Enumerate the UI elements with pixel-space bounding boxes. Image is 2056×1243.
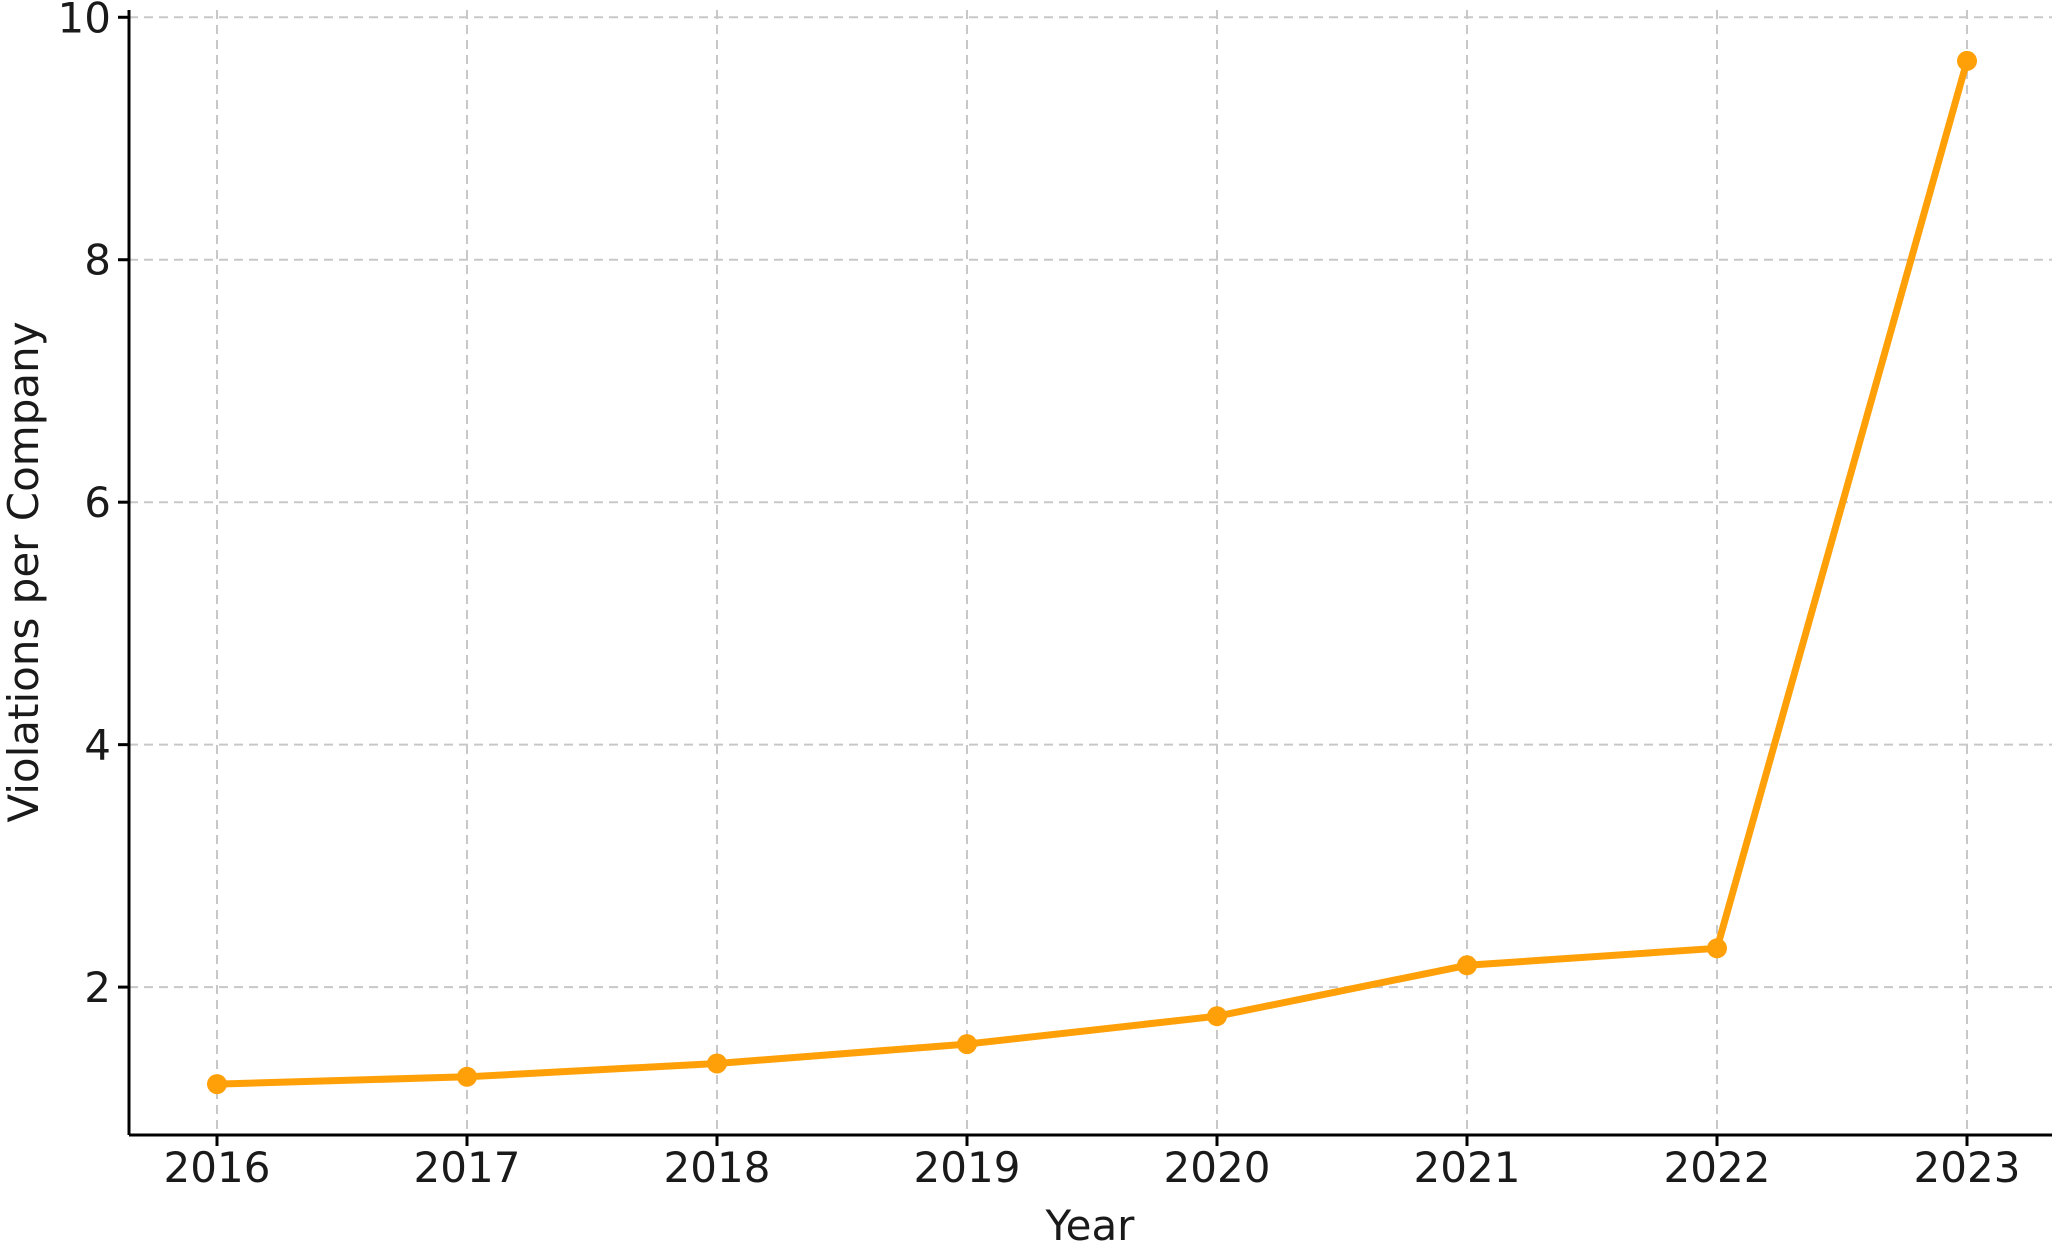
y-tick-label: 8 [84,236,111,285]
x-tick-label: 2019 [914,1143,1021,1192]
y-tick-label: 6 [84,478,111,527]
ticks: 2016 2017 2018 2019 2020 2021 2022 2023 2 4 6 8 10 [58,0,2021,1192]
x-tick-label: 2017 [414,1143,521,1192]
data-point [1457,955,1477,976]
x-tick-label: 2023 [1914,1143,2021,1192]
series [207,50,1977,1095]
y-tick-label: 10 [58,0,111,42]
series-line [213,57,1971,1088]
y-tick-label: 4 [84,721,111,770]
x-tick-label: 2018 [664,1143,771,1192]
data-point [707,1053,727,1074]
grid-lines [129,10,2052,1135]
x-tick-label: 2022 [1664,1143,1771,1192]
y-axis-label: Violations per Company [0,321,48,822]
data-point [957,1034,977,1055]
x-tick-label: 2020 [1164,1143,1271,1192]
x-tick-label: 2016 [164,1143,271,1192]
data-point [1957,50,1977,71]
data-point [207,1074,227,1095]
x-axis-label: Year [1045,1201,1136,1243]
x-tick-label: 2021 [1414,1143,1521,1192]
y-tick-label: 2 [84,963,111,1012]
data-point [1207,1006,1227,1027]
axes [127,10,2052,1137]
data-point [457,1066,477,1087]
data-point [1707,938,1727,959]
